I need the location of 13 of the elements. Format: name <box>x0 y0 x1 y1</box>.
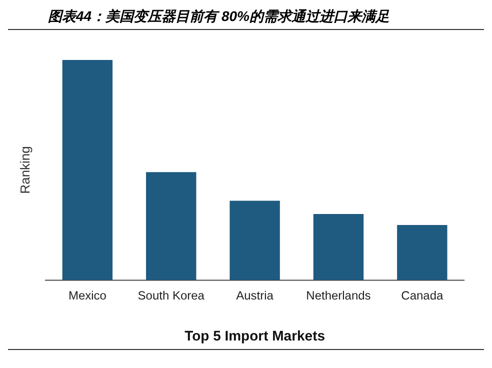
y-axis-title: Ranking <box>17 146 32 194</box>
x-tick-label: Mexico <box>68 288 107 302</box>
bar <box>230 200 280 280</box>
x-tick-label: Netherlands <box>306 288 371 302</box>
chart-title: 图表44：美国变压器目前有 80%的需求通过进口来满足 <box>8 8 484 30</box>
x-tick-label: Canada <box>401 288 444 302</box>
x-tick-label: Austria <box>236 288 274 302</box>
bar <box>62 60 113 280</box>
bar <box>313 214 364 280</box>
x-axis-title: Top 5 Import Markets <box>184 328 326 344</box>
bar <box>397 224 448 280</box>
x-tick-label: South Korea <box>138 288 205 302</box>
bar <box>146 172 196 280</box>
